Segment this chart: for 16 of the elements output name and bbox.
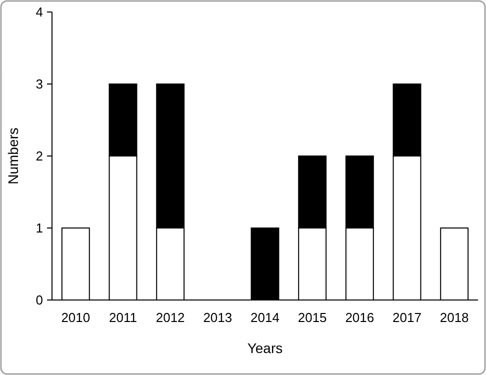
x-tick-label: 2011 [109, 310, 137, 325]
y-tick-label: 0 [36, 292, 43, 308]
x-tick-label: 2010 [61, 310, 90, 325]
y-tick-label: 1 [36, 220, 43, 236]
x-tick-label: 2016 [345, 310, 374, 325]
y-axis-title: Numbers [5, 128, 21, 184]
y-tick-label: 4 [36, 4, 43, 20]
y-tick-label: 3 [36, 76, 43, 92]
x-tick-label: 2014 [250, 310, 280, 325]
x-tick-label: 2017 [392, 310, 422, 325]
x-tick-label: 2018 [440, 310, 469, 325]
y-tick-label: 2 [36, 148, 43, 164]
x-tick-label: 2015 [298, 310, 327, 325]
x-tick-label: 2013 [203, 310, 232, 325]
x-tick-label: 2012 [156, 310, 185, 325]
x-axis-title: Years [247, 340, 283, 356]
